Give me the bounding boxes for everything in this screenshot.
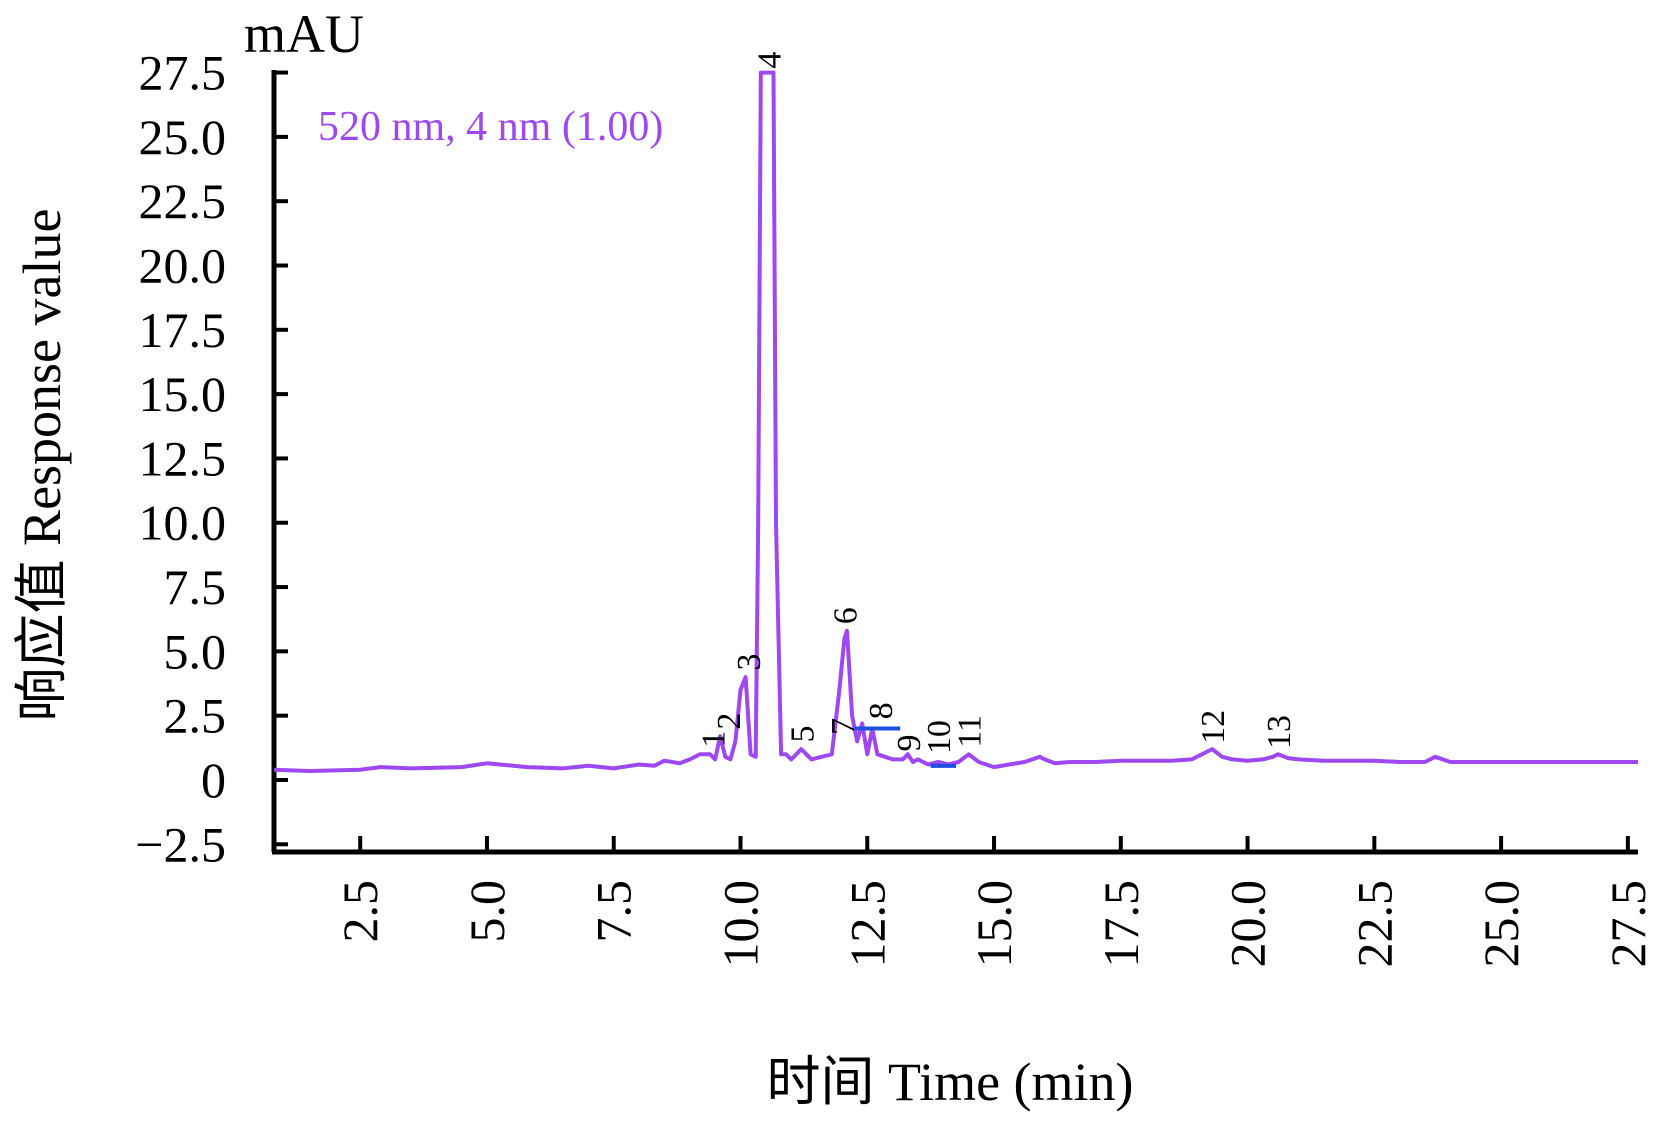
x-tick-label: 10.0 [712,880,768,968]
peak-label: 10 [921,720,958,754]
peak-label: 5 [784,726,821,743]
peak-label: 7 [825,718,862,735]
y-tick-label: 15.0 [139,366,227,422]
peak-label: 6 [827,607,864,624]
axes [271,70,1638,855]
peak-label: 4 [751,52,788,69]
y-tick-label: 10.0 [139,495,227,551]
y-axis-ticks: −2.5 0 2.5 5.0 7.5 10.0 12.5 15.0 17.5 20.0 22.5 25… [135,45,288,872]
x-tick-label: 7.5 [586,880,642,943]
y-axis-title: 响应值 Response value [12,209,72,722]
y-tick-label: 7.5 [164,559,227,615]
series-trace [273,70,1638,773]
peak-label: 3 [731,654,768,671]
y-tick-label: 5.0 [164,623,227,679]
y-tick-label: 25.0 [139,109,227,165]
y-tick-label: 2.5 [164,688,227,744]
peak-label: 1 [696,731,733,748]
integration-marks [854,726,956,768]
y-unit-label: mAU [244,4,364,64]
legend-label: 520 nm, 4 nm (1.00) [318,104,663,150]
x-tick-label: 5.0 [459,880,515,943]
y-tick-label: 0 [201,752,226,808]
y-tick-label: 27.5 [139,45,227,101]
x-tick-label: 17.5 [1093,880,1149,968]
x-tick-label: 15.0 [966,880,1022,968]
y-tick-label: 17.5 [139,302,227,358]
x-tick-label: 25.0 [1473,880,1529,968]
peak-label: 9 [891,735,928,752]
x-tick-label: 20.0 [1220,880,1276,968]
peak-label: 8 [863,702,900,719]
y-tick-label: 12.5 [139,430,227,486]
peak-label: 12 [1195,710,1232,744]
x-axis-title: 时间 Time (min) [766,1052,1133,1112]
x-axis-ticks: 2.5 5.0 7.5 10.0 12.5 15.0 17.5 20.0 22.5 25.0 27.… [332,836,1654,968]
peak-label: 13 [1261,715,1298,749]
x-tick-label: 12.5 [839,880,895,968]
x-tick-label: 27.5 [1600,880,1654,968]
y-tick-label: 20.0 [139,238,227,294]
x-tick-label: 2.5 [332,880,388,943]
x-tick-label: 22.5 [1346,880,1402,968]
peak-label: 11 [952,715,989,748]
peak-label: 2 [711,713,748,730]
y-tick-label: 22.5 [139,173,227,229]
y-tick-label: −2.5 [135,816,226,872]
